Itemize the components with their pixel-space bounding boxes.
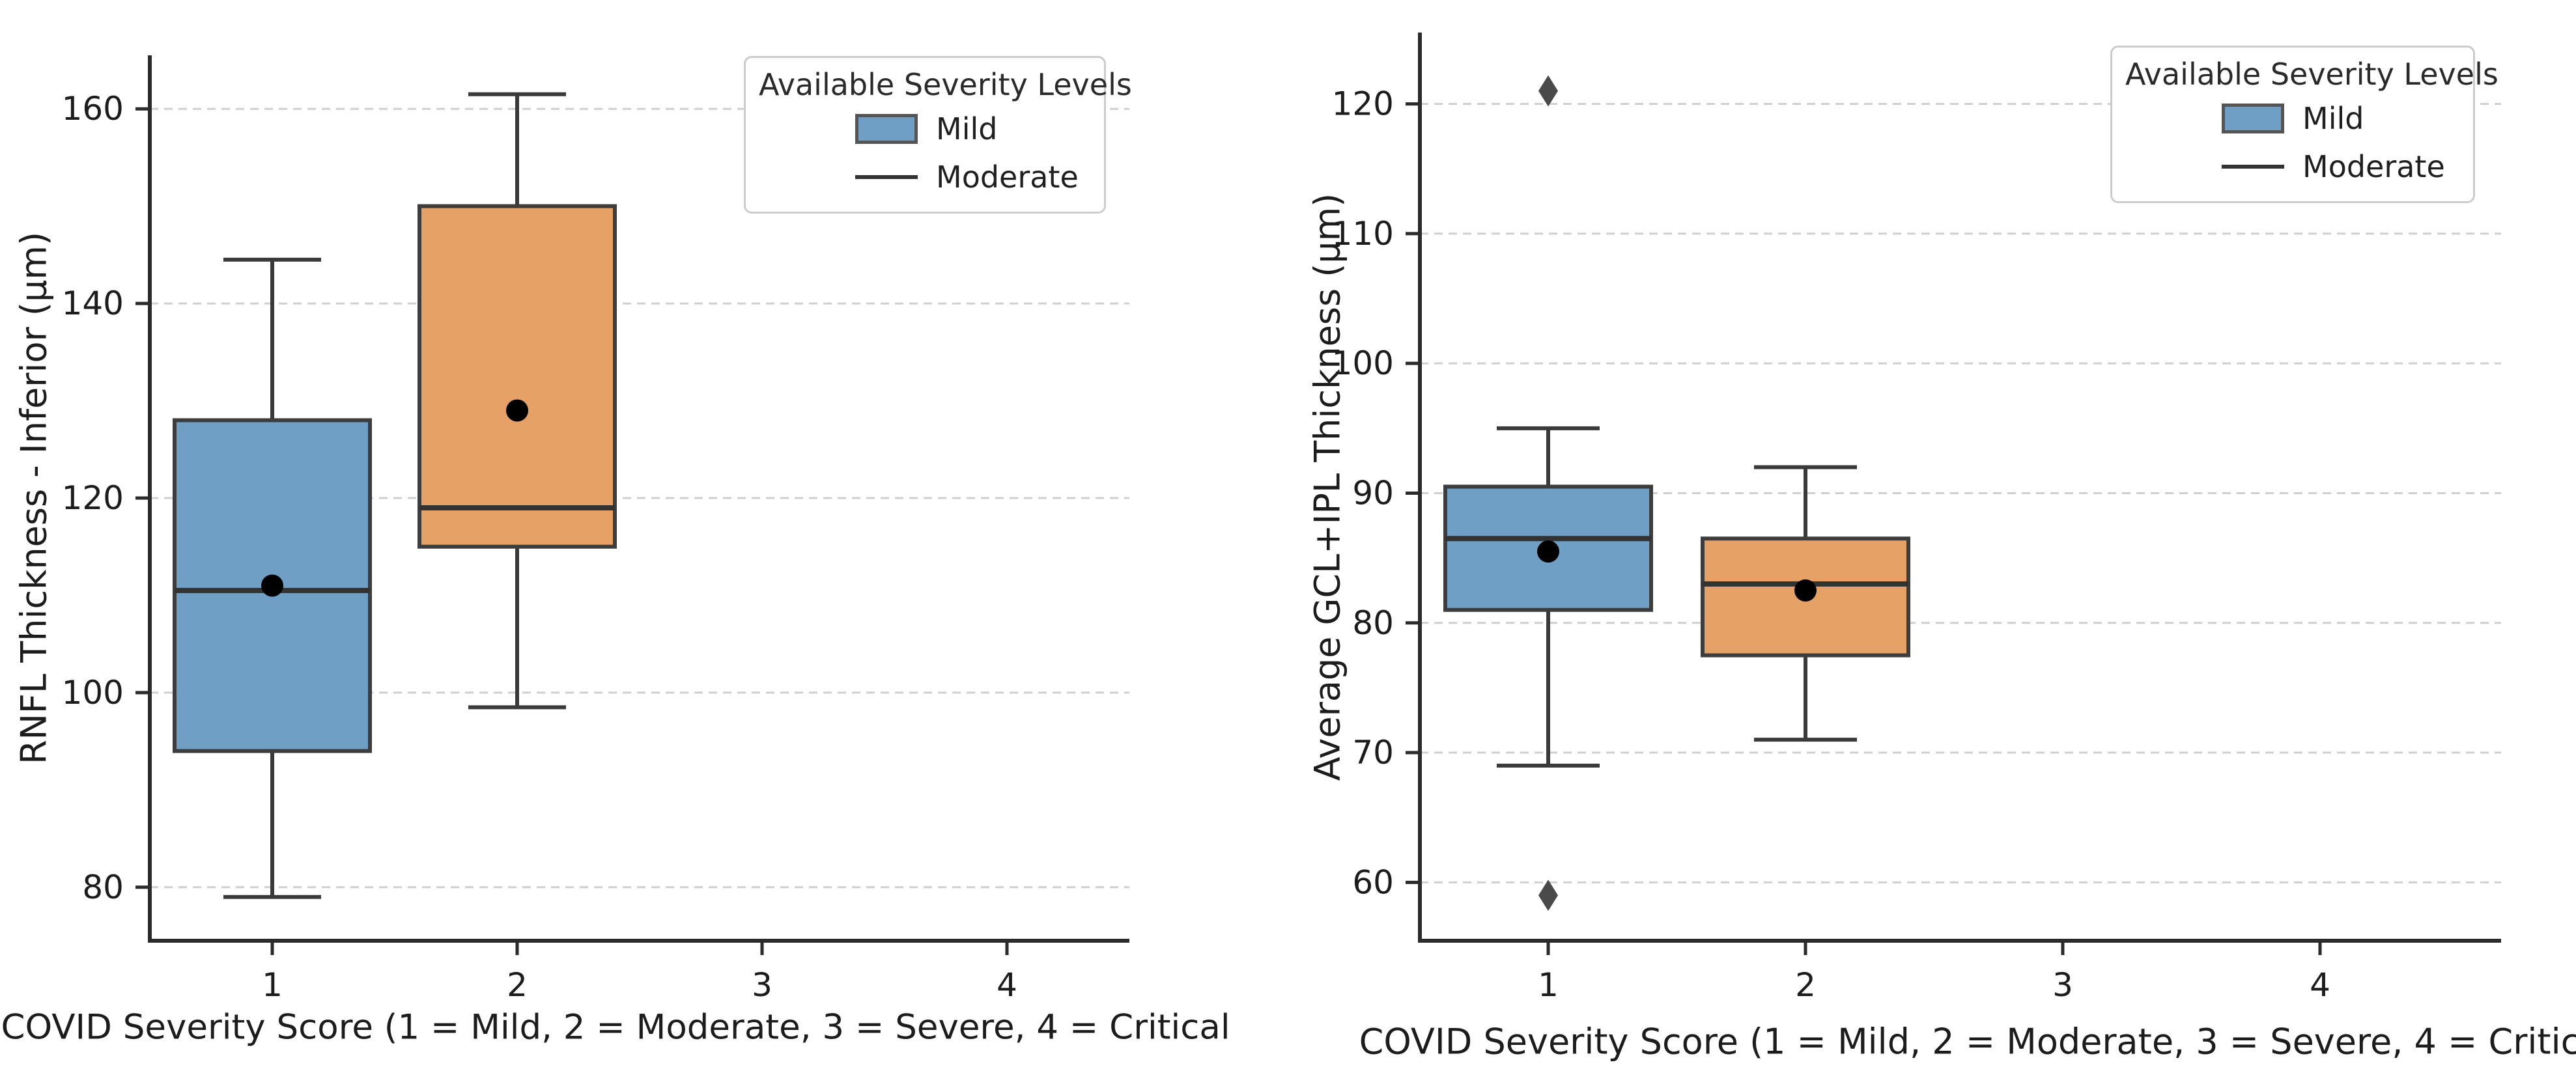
outlier-diamond — [1538, 75, 1558, 107]
iqr-box — [418, 204, 617, 549]
y-tick-label: 120 — [62, 479, 124, 517]
mild-patch-icon — [855, 114, 918, 144]
y-tick-label: 140 — [62, 285, 124, 322]
moderate-line-icon — [855, 175, 918, 179]
y-tick-label: 100 — [1332, 344, 1394, 382]
y-tick-label: 100 — [62, 674, 124, 712]
x-tick-label: 2 — [1795, 966, 1816, 1004]
iqr-box — [1701, 536, 1910, 658]
y-tick-label: 70 — [1352, 734, 1394, 771]
right-y-axis-label: Average GCL+IPL Thickness (μm) — [1307, 193, 1348, 781]
y-tick-label: 110 — [1332, 215, 1394, 253]
y-tick-label: 80 — [82, 868, 124, 906]
box-group-moderate — [418, 92, 617, 710]
left-x-axis-label: COVID Severity Score (1 = Mild, 2 = Mode… — [1, 1007, 1230, 1048]
legend-item-moderate: Moderate — [2222, 149, 2460, 184]
legend-item-label: Moderate — [936, 160, 1079, 195]
x-tick-label: 4 — [997, 966, 1017, 1004]
legend-title: Available Severity Levels — [2125, 57, 2498, 92]
legend-item-mild: Mild — [2222, 101, 2460, 136]
legend-item-label: Mild — [2302, 101, 2364, 136]
y-tick-label: 60 — [1352, 863, 1394, 901]
moderate-line-icon — [2222, 165, 2284, 169]
y-tick-label: 80 — [1352, 604, 1394, 642]
mean-dot — [1794, 579, 1817, 602]
outlier-diamond — [1538, 880, 1558, 911]
box-group-mild — [1443, 75, 1653, 911]
legend-item-label: Moderate — [2302, 149, 2445, 184]
mean-dot — [1537, 540, 1559, 563]
legend-item-mild: Mild — [855, 111, 1091, 146]
mild-patch-icon — [2222, 104, 2284, 133]
x-tick-label: 2 — [507, 966, 528, 1004]
left-y-axis-label: RNFL Thickness - Inferior (μm) — [13, 231, 55, 765]
y-tick-label: 160 — [62, 90, 124, 128]
right-legend: Available Severity Levels Mild Moderate — [2110, 46, 2498, 203]
legend-rows: Mild Moderate — [2125, 101, 2460, 184]
right-x-axis-label: COVID Severity Score (1 = Mild, 2 = Mode… — [1359, 1021, 2576, 1062]
y-tick-label: 120 — [1332, 85, 1394, 123]
box-group-moderate — [1701, 465, 1910, 742]
legend-item-moderate: Moderate — [855, 160, 1091, 195]
box-group-mild — [173, 257, 372, 899]
legend-item-label: Mild — [936, 111, 998, 146]
x-tick-label: 1 — [262, 966, 283, 1004]
left-legend: Available Severity Levels Mild Moderate — [744, 56, 1132, 214]
x-tick-label: 3 — [752, 966, 772, 1004]
mean-dot — [506, 399, 528, 422]
x-tick-label: 1 — [1538, 966, 1559, 1004]
legend-title: Available Severity Levels — [759, 67, 1132, 102]
x-tick-label: 4 — [2310, 966, 2330, 1004]
x-tick-label: 3 — [2052, 966, 2073, 1004]
legend-rows: Mild Moderate — [759, 111, 1091, 195]
mean-dot — [261, 574, 283, 597]
y-tick-label: 90 — [1352, 474, 1394, 512]
